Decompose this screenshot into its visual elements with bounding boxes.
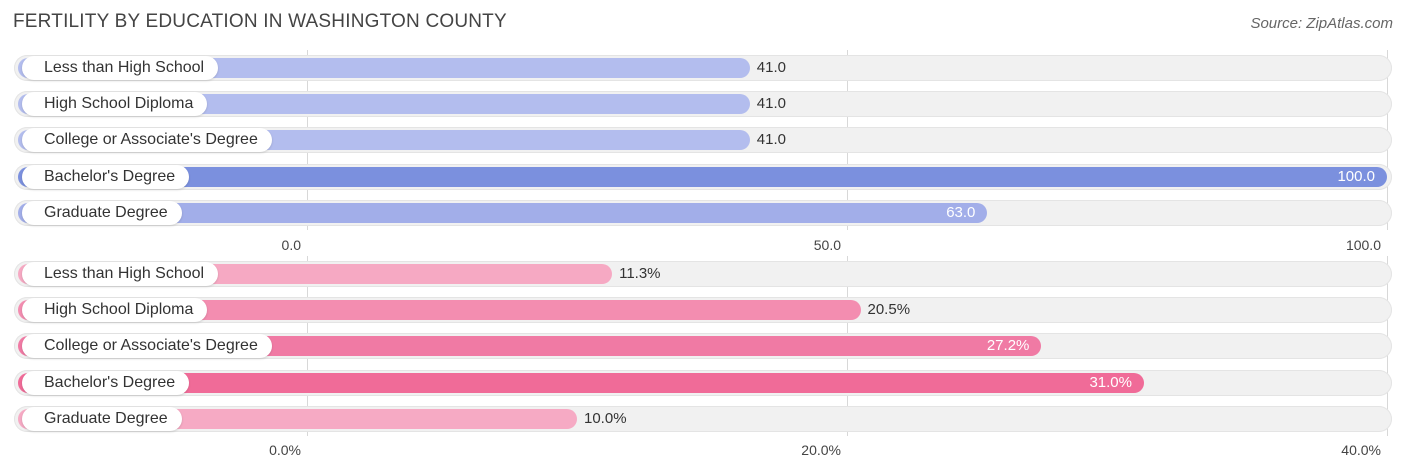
- x-tick-label: 20.0%: [801, 442, 841, 458]
- value-label: 41.0: [756, 131, 786, 148]
- x-tick-label: 40.0%: [1341, 442, 1381, 458]
- category-label: Graduate Degree: [22, 201, 182, 225]
- bar[interactable]: [18, 373, 1144, 393]
- value-label: 20.5%: [867, 301, 911, 318]
- category-label: Less than High School: [22, 56, 219, 80]
- category-label: Bachelor's Degree: [22, 165, 190, 189]
- category-label: College or Associate's Degree: [22, 334, 272, 358]
- bar[interactable]: [18, 336, 1042, 356]
- value-label: 27.2%: [986, 337, 1030, 354]
- category-label: High School Diploma: [22, 298, 208, 322]
- category-label: High School Diploma: [22, 92, 208, 116]
- x-tick-label: 50.0: [813, 237, 841, 253]
- category-label: Less than High School: [22, 262, 219, 286]
- value-label: 100.0: [1337, 168, 1375, 185]
- value-label: 10.0%: [584, 410, 627, 427]
- value-label: 41.0: [756, 95, 786, 112]
- source-label: Source: ZipAtlas.com: [1250, 15, 1393, 32]
- category-label: College or Associate's Degree: [22, 128, 272, 152]
- bar[interactable]: [18, 203, 988, 223]
- value-label: 11.3%: [619, 265, 661, 282]
- bar[interactable]: [18, 167, 1387, 187]
- bar[interactable]: [18, 300, 861, 320]
- category-label: Bachelor's Degree: [22, 371, 190, 395]
- x-tick-label: 100.0: [1345, 237, 1381, 253]
- category-label: Graduate Degree: [22, 407, 182, 431]
- value-label: 63.0: [946, 204, 976, 221]
- x-tick-label: 0.0%: [269, 442, 301, 458]
- value-label: 31.0%: [1089, 374, 1132, 391]
- value-label: 41.0: [756, 59, 786, 76]
- chart-title: FERTILITY BY EDUCATION IN WASHINGTON COU…: [13, 11, 507, 32]
- x-tick-label: 0.0: [281, 237, 301, 253]
